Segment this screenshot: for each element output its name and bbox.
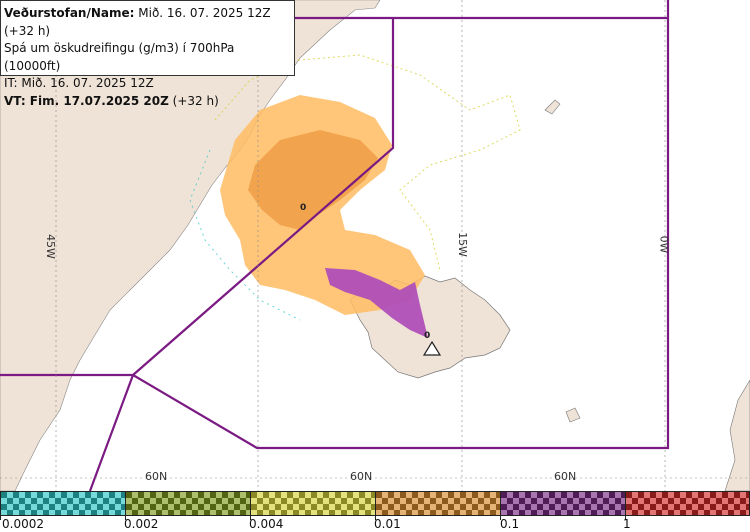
legend-swatch-2 (125, 491, 251, 516)
legend-swatch-5 (500, 491, 626, 516)
volcano-marker (422, 340, 442, 356)
volcano-label: 0 (424, 331, 431, 341)
legend-tick-label: 0.1 (500, 517, 520, 531)
faroe-islands (565, 407, 581, 423)
info-vt-value: (+32 h) (172, 93, 219, 108)
info-line-1: Veðurstofan/Name: Mið. 16. 07. 2025 12Z … (4, 5, 290, 40)
info-line-4: VT: Fim. 17.07.2025 20Z (+32 h) (4, 93, 290, 111)
legend-tick-label: 0.004 (249, 517, 284, 531)
lat-label-60n-c: 60N (554, 470, 577, 483)
jan-mayen-island (544, 99, 561, 115)
legend-tick-label: 0.01 (374, 517, 401, 531)
ash-high-area (325, 268, 428, 338)
norway-coast (724, 379, 750, 491)
triangle-warning-icon (422, 340, 442, 356)
legend-swatch-3 (250, 491, 376, 516)
info-line-2: Spá um öskudreifingu (g/m3) í 700hPa (10… (4, 41, 235, 73)
lon-label-15w: 15W (455, 232, 469, 257)
info-vt-label: VT: Fim. 17.07.2025 20Z (4, 93, 169, 108)
info-name-label: Veðurstofan/Name: (4, 6, 135, 20)
lon-label-45w: 45W (43, 234, 57, 259)
legend-tick-label: 0.0002 (2, 517, 44, 531)
info-line-3: IT: Mið. 16. 07. 2025 12Z (4, 76, 154, 90)
legend-tick (0, 516, 1, 520)
ash-plume (189, 54, 521, 338)
contour-label: 0 (300, 203, 307, 213)
lon-label-0w: 0W (657, 235, 671, 254)
legend-tick (625, 516, 626, 520)
greenland-land (0, 0, 381, 491)
fir-boundary (0, 0, 670, 491)
forecast-info-box: Veðurstofan/Name: Mið. 16. 07. 2025 12Z … (0, 0, 295, 108)
ash-sparse-fringe (214, 54, 521, 271)
graticule (0, 0, 750, 491)
legend-swatch-6 (625, 491, 750, 516)
legend-tick (500, 516, 501, 520)
lat-label-60n-a: 60N (145, 470, 168, 483)
legend-tick-label: 0.002 (124, 517, 159, 531)
info-name-value: Mið. 16. 07. 2025 12Z (+32 h) (4, 6, 271, 38)
legend-tick (375, 516, 376, 520)
legend-tick (250, 516, 251, 520)
lat-label-60n-b: 60N (350, 470, 373, 483)
legend-tick-label: 1 (623, 517, 631, 531)
ash-medium-area (248, 130, 378, 230)
legend-swatch-1 (0, 491, 126, 516)
legend-swatch-4 (375, 491, 501, 516)
concentration-legend: 0.0002 0.002 0.004 0.01 0.1 1 (0, 491, 750, 532)
legend-tick (125, 516, 126, 520)
map-canvas (0, 0, 750, 491)
